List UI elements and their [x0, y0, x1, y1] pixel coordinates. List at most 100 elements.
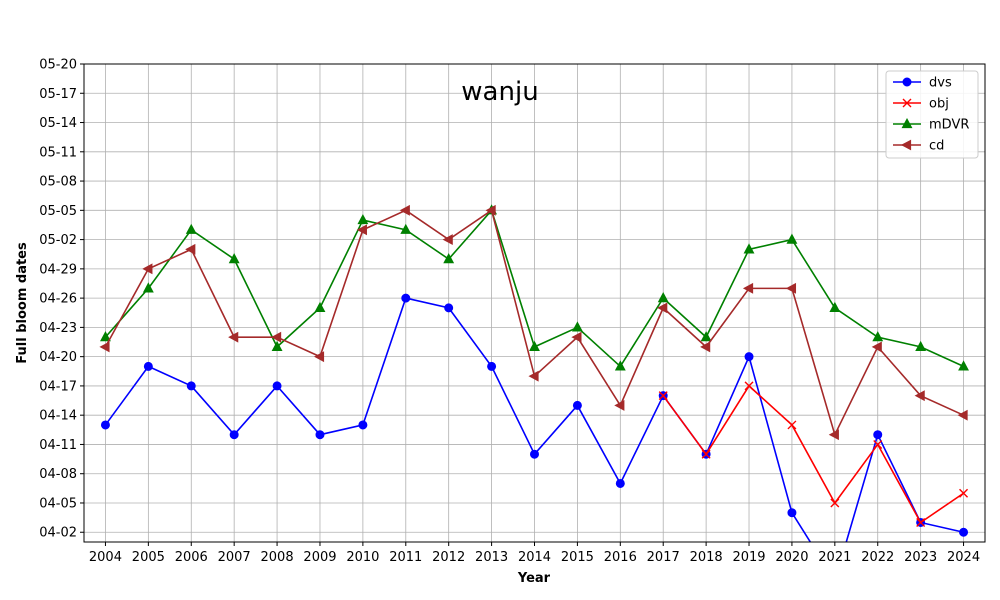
series-obj [658, 381, 969, 527]
data-point [400, 223, 412, 234]
series-mdvr [100, 204, 969, 371]
x-tick-label: 2004 [89, 550, 122, 565]
y-tick-label: 04-11 [39, 438, 77, 453]
x-tick-label: 2024 [947, 550, 980, 565]
data-point [873, 439, 883, 449]
data-point [271, 340, 283, 351]
x-tick-label: 2012 [432, 550, 465, 565]
y-tick-label: 05-02 [39, 233, 77, 248]
data-point [914, 390, 925, 402]
x-tick-label: 2005 [132, 550, 165, 565]
data-point [958, 360, 969, 371]
data-point [915, 340, 927, 351]
y-tick-label: 05-08 [39, 175, 77, 190]
legend-marker [901, 117, 913, 129]
data-point [485, 204, 496, 216]
x-tick-label: 2015 [561, 550, 594, 565]
data-point [873, 430, 883, 440]
data-point [700, 331, 712, 342]
legend-label: dvs [929, 76, 952, 91]
legend-item-mdvr: mDVR [893, 118, 969, 133]
data-point [142, 282, 154, 293]
data-point [142, 263, 153, 275]
x-tick-label: 2006 [175, 550, 208, 565]
data-point [442, 234, 453, 246]
x-tick-label: 2013 [475, 550, 508, 565]
data-point [443, 253, 455, 264]
x-tick-label: 2009 [303, 550, 336, 565]
data-point [615, 478, 625, 488]
data-point [487, 361, 497, 371]
y-tick-label: 05-14 [39, 116, 77, 131]
x-tick-label: 2023 [904, 550, 937, 565]
data-point [272, 381, 282, 391]
y-tick-label: 04-29 [39, 262, 77, 277]
x-tick-label: 2022 [861, 550, 894, 565]
data-point [572, 400, 582, 410]
y-tick-label: 05-17 [39, 87, 77, 102]
x-tick-label: 2008 [261, 550, 294, 565]
data-point [228, 253, 240, 264]
data-point [185, 223, 197, 234]
x-tick-label: 2021 [818, 550, 851, 565]
legend-item-cd: cd [893, 139, 944, 154]
y-tick-label: 04-26 [39, 292, 77, 307]
data-point [530, 449, 539, 459]
y-axis-label: Full bloom dates [15, 242, 30, 364]
series-layer [99, 204, 969, 585]
data-point [829, 301, 841, 312]
data-point [828, 429, 839, 441]
data-point [658, 391, 668, 401]
data-point [700, 341, 711, 353]
data-point [571, 331, 582, 343]
data-point [313, 351, 325, 363]
data-point [743, 243, 755, 254]
data-point [401, 293, 411, 303]
y-tick-label: 05-11 [39, 145, 77, 160]
data-point [143, 361, 153, 371]
data-point [229, 430, 239, 440]
data-point [785, 282, 797, 294]
legend-item-obj: obj [893, 97, 949, 112]
data-point [399, 204, 410, 216]
data-point [314, 301, 326, 312]
data-point [744, 352, 754, 362]
data-point [99, 341, 110, 353]
x-axis: 2004 2005 2006 2007 2008 2009 2010 2011 2012 2013… [89, 542, 980, 565]
legend-box [885, 70, 979, 159]
y-tick-label: 04-08 [39, 467, 77, 482]
legend-marker [900, 139, 912, 151]
data-point [657, 292, 669, 303]
data-point [959, 488, 969, 498]
y-tick-label: 05-05 [39, 204, 77, 219]
data-point [444, 303, 454, 313]
y-tick-label: 04-23 [39, 321, 77, 336]
data-point [787, 420, 797, 430]
y-tick-label: 04-14 [39, 409, 77, 424]
data-point [529, 340, 540, 351]
data-point [228, 331, 239, 343]
data-point [916, 517, 926, 527]
legend-label: cd [929, 139, 944, 154]
legend-label: mDVR [929, 118, 969, 133]
data-point [315, 430, 325, 440]
grid [84, 63, 985, 542]
data-point [271, 331, 282, 343]
data-point [744, 381, 754, 391]
data-point [701, 449, 711, 459]
x-tick-label: 2014 [518, 550, 551, 565]
x-tick-label: 2007 [218, 550, 251, 565]
y-tick-label: 04-02 [39, 526, 77, 541]
data-point [357, 214, 369, 225]
data-point [356, 224, 367, 236]
legend-marker [902, 77, 912, 87]
data-point [959, 527, 969, 537]
y-tick-label: 04-17 [39, 379, 77, 394]
x-tick-label: 2011 [389, 550, 422, 565]
x-tick-label: 2016 [604, 550, 637, 565]
data-point [831, 577, 839, 585]
y-tick-label: 04-20 [39, 350, 77, 365]
legend-marker [902, 98, 912, 108]
data-point [358, 420, 368, 430]
